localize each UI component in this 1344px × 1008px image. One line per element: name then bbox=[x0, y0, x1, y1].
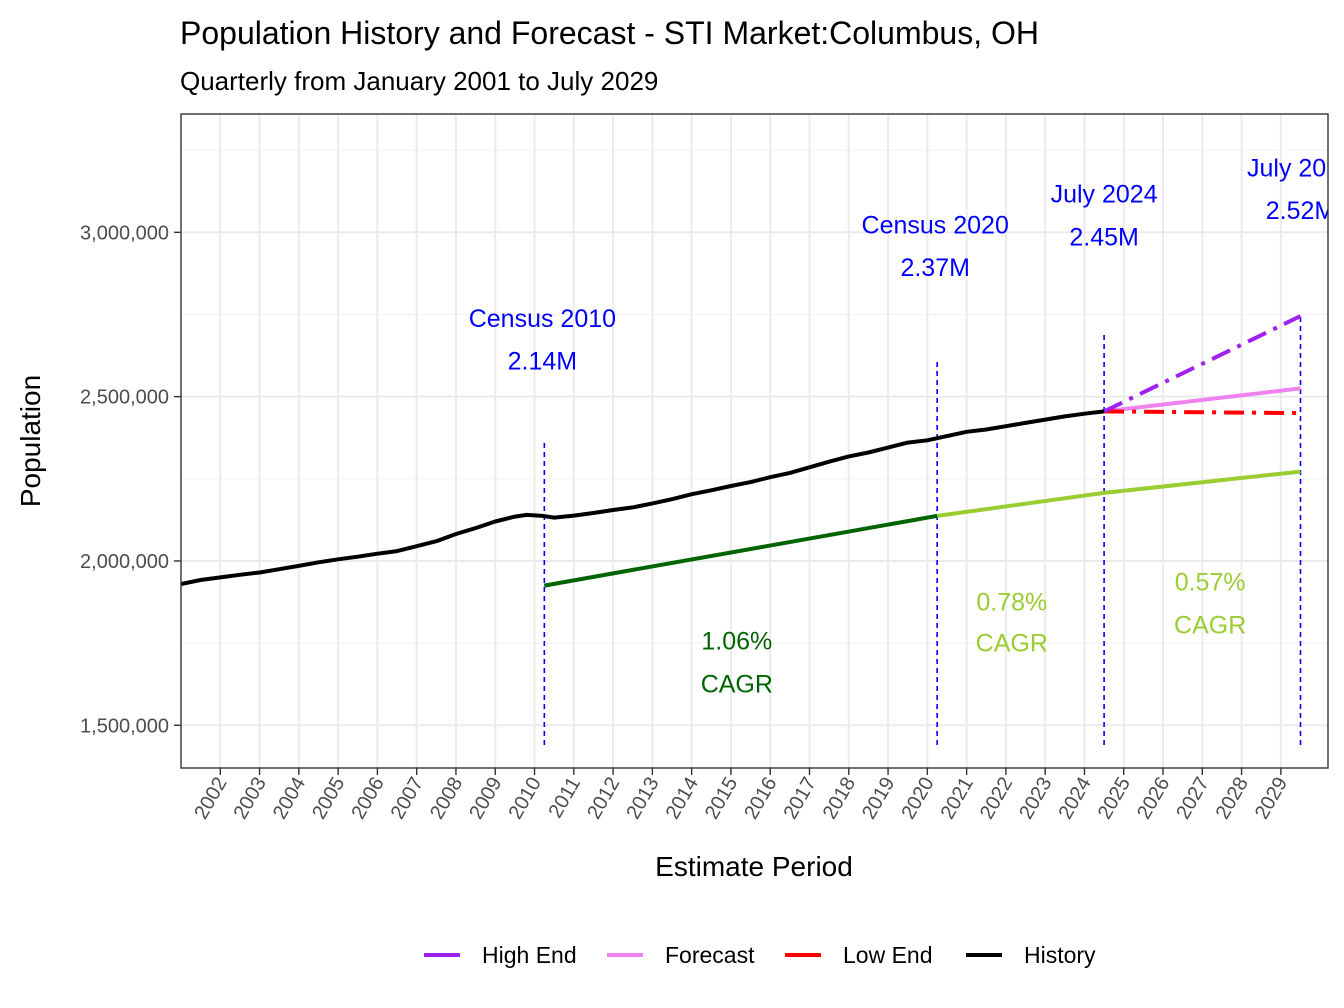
annotation-label: CAGR bbox=[1174, 611, 1246, 639]
annotation-label: Census 2010 bbox=[469, 305, 616, 333]
annotation-label: CAGR bbox=[701, 670, 773, 698]
x-tick-label: 2024 bbox=[1054, 774, 1095, 824]
x-tick-label: 2021 bbox=[937, 774, 978, 824]
annotation-label: 2.52M bbox=[1266, 197, 1335, 225]
x-tick-label: 2017 bbox=[780, 774, 821, 824]
x-tick-label: 2029 bbox=[1251, 774, 1292, 824]
legend-label: Low End bbox=[843, 942, 933, 968]
annotation-label: 2.14M bbox=[508, 348, 577, 376]
y-tick-label: 2,000,000 bbox=[80, 551, 169, 573]
legend-label: History bbox=[1024, 942, 1096, 968]
series-cagr-2020-2029 bbox=[936, 469, 1301, 518]
y-tick-label: 2,500,000 bbox=[80, 387, 169, 409]
x-tick-label: 2003 bbox=[230, 774, 271, 824]
x-tick-label: 2014 bbox=[662, 774, 703, 824]
x-tick-label: 2019 bbox=[858, 774, 899, 824]
y-axis: 1,500,000 2,000,000 2,500,000 3,000,000 bbox=[80, 222, 181, 737]
series-lines bbox=[181, 314, 1302, 588]
x-tick-label: 2020 bbox=[897, 774, 938, 824]
plot-panel-border bbox=[180, 113, 1329, 769]
x-tick-label: 2028 bbox=[1212, 774, 1253, 824]
annotation-label: 2.45M bbox=[1069, 223, 1138, 251]
x-tick-label: 2016 bbox=[740, 774, 781, 824]
annotations: Census 2010 2.14M Census 2020 2.37M July 202… bbox=[469, 154, 1344, 698]
legend: High End Forecast Low End History bbox=[424, 942, 1096, 968]
x-tick-label: 2005 bbox=[308, 774, 349, 824]
x-tick-label: 2004 bbox=[269, 774, 310, 824]
legend-label: Forecast bbox=[665, 942, 755, 968]
reference-lines bbox=[543, 314, 1302, 745]
annotation-label: 0.57% bbox=[1175, 569, 1246, 597]
x-tick-label: 2025 bbox=[1094, 774, 1135, 824]
x-tick-label: 2008 bbox=[426, 774, 467, 824]
x-tick-label: 2011 bbox=[545, 774, 586, 822]
series-cagr-2010-2020 bbox=[543, 513, 938, 588]
series-low-end bbox=[1104, 409, 1301, 416]
x-tick-label: 2010 bbox=[505, 774, 546, 824]
y-tick-label: 1,500,000 bbox=[80, 715, 169, 737]
annotation-label: July 2024 bbox=[1051, 181, 1158, 209]
x-axis: 2002200320042005200620072008200920102011… bbox=[190, 768, 1292, 823]
x-tick-label: 2026 bbox=[1133, 774, 1174, 824]
series-history bbox=[181, 409, 1105, 586]
x-axis-title: Estimate Period bbox=[655, 851, 853, 882]
x-tick-label: 2009 bbox=[465, 774, 506, 824]
x-tick-label: 2006 bbox=[347, 774, 388, 824]
annotation-label: July 2029 bbox=[1247, 154, 1344, 182]
chart-subtitle: Quarterly from January 2001 to July 2029 bbox=[180, 66, 658, 96]
x-tick-label: 2015 bbox=[701, 774, 742, 824]
annotation-label: Census 2020 bbox=[862, 211, 1009, 239]
x-tick-label: 2023 bbox=[1015, 774, 1056, 824]
series-forecast bbox=[1103, 386, 1301, 414]
x-tick-label: 2022 bbox=[976, 773, 1017, 823]
x-tick-label: 2018 bbox=[819, 774, 860, 824]
x-tick-label: 2013 bbox=[622, 774, 663, 824]
annotation-label: 2.37M bbox=[900, 254, 969, 282]
chart-title: Population History and Forecast - STI Ma… bbox=[180, 15, 1039, 51]
x-tick-label: 2002 bbox=[190, 774, 231, 824]
legend-label: High End bbox=[482, 942, 577, 968]
annotation-label: CAGR bbox=[976, 629, 1048, 657]
annotation-label: 1.06% bbox=[701, 628, 772, 656]
series-high-end bbox=[1103, 314, 1302, 414]
y-axis-title: Population bbox=[15, 375, 46, 507]
gridlines bbox=[181, 114, 1328, 768]
x-tick-label: 2027 bbox=[1172, 774, 1213, 824]
annotation-label: 0.78% bbox=[976, 588, 1047, 616]
y-tick-label: 3,000,000 bbox=[80, 222, 169, 244]
x-tick-label: 2012 bbox=[583, 774, 624, 824]
x-tick-label: 2007 bbox=[387, 774, 428, 824]
